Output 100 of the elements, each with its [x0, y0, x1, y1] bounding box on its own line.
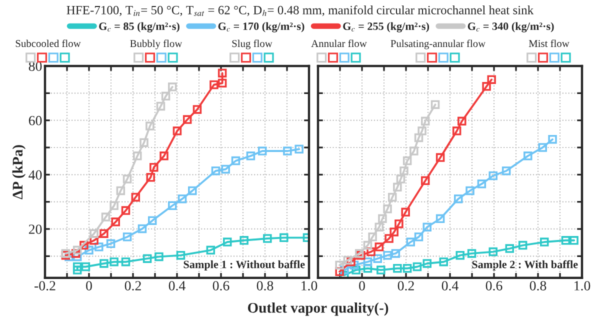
text: Mist flow — [528, 40, 570, 48]
text: Bubbly flow — [130, 40, 182, 50]
x-tick-label: 0.2 — [124, 281, 141, 290]
point — [168, 201, 177, 210]
point — [538, 143, 547, 152]
point — [343, 256, 352, 265]
point — [206, 246, 216, 255]
point — [240, 236, 248, 245]
x-tick-label: 0.6 — [486, 281, 502, 290]
text: Slug flow — [232, 40, 272, 50]
point — [148, 216, 157, 225]
point — [430, 100, 440, 109]
point — [570, 236, 578, 245]
point — [146, 122, 154, 130]
point — [418, 126, 426, 136]
x-axis-title: Outlet vapor quality(-) — [248, 302, 388, 316]
x-tick-label: 0.8 — [530, 281, 546, 290]
x-tick-label: 0.6 — [212, 281, 230, 290]
point — [391, 249, 400, 258]
point — [72, 266, 82, 274]
point — [131, 192, 140, 202]
point — [111, 218, 120, 226]
annotation: Sample 2 : With baffle — [472, 260, 578, 270]
point — [373, 254, 382, 263]
point — [81, 262, 90, 272]
point — [393, 264, 402, 273]
point — [458, 116, 466, 126]
point — [502, 166, 511, 176]
point — [160, 152, 168, 160]
point — [456, 250, 464, 260]
x-tick-label: -0.2 — [34, 281, 56, 290]
point — [436, 153, 445, 162]
point — [283, 146, 292, 156]
point — [396, 174, 406, 184]
point — [467, 249, 476, 258]
point — [192, 105, 202, 114]
point — [178, 194, 187, 204]
point — [452, 126, 462, 136]
point — [363, 264, 372, 273]
legend-label: G$_{c}$ = 340 (kg/m²·s) — [468, 22, 554, 32]
chart-title: HFE-7100, T$_{in}$= 50 °C, T$_{sat}$ = 62 °C, D$_{h}$= 0.48 mm, manifold circular microchannel heat sink — [66, 5, 534, 16]
point — [172, 126, 182, 136]
y-tick-label: 40 — [28, 170, 42, 180]
point — [524, 152, 532, 160]
point — [110, 257, 118, 266]
point — [335, 260, 344, 270]
point — [548, 134, 557, 144]
point — [383, 250, 392, 260]
point — [71, 249, 80, 258]
point — [72, 252, 82, 262]
point — [414, 232, 424, 242]
point — [350, 260, 359, 270]
x-tick-label: 1.0 — [574, 281, 590, 290]
point — [154, 252, 164, 262]
point — [294, 144, 304, 154]
point — [488, 171, 498, 180]
point — [258, 146, 267, 156]
point — [133, 152, 142, 160]
point — [436, 214, 445, 224]
point — [402, 156, 412, 166]
point — [439, 257, 448, 266]
y-tick-label: 60 — [28, 116, 42, 126]
x-tick-label: 0.4 — [442, 281, 458, 290]
point — [121, 257, 130, 266]
point — [488, 247, 498, 256]
point — [390, 228, 398, 236]
point — [72, 246, 82, 255]
point — [487, 75, 496, 84]
x-tick-label: 0 — [359, 281, 365, 290]
point — [110, 201, 118, 210]
point — [368, 232, 377, 242]
point — [100, 229, 108, 238]
text: Annular flow — [311, 40, 367, 48]
point — [400, 166, 408, 176]
point — [106, 239, 116, 248]
point — [140, 138, 148, 147]
point — [100, 259, 108, 268]
point — [414, 133, 424, 142]
annotation: Sample 1 : Without baffle — [184, 260, 305, 270]
point — [352, 266, 360, 274]
point — [422, 222, 432, 232]
point — [420, 176, 430, 186]
point — [116, 186, 126, 196]
legend-label: G$_{c}$ = 85 (kg/m²·s) — [99, 22, 180, 32]
point — [366, 247, 376, 256]
point — [422, 259, 432, 268]
point — [161, 92, 170, 101]
point — [90, 229, 98, 238]
legend-label: G$_{c}$ = 255 (kg/m²·s) — [343, 22, 429, 32]
point — [374, 242, 384, 252]
point — [406, 238, 415, 246]
point — [156, 102, 166, 111]
point — [477, 180, 486, 188]
point — [335, 267, 344, 276]
point — [210, 80, 218, 90]
point — [518, 240, 528, 250]
point — [412, 262, 422, 272]
point — [94, 242, 104, 252]
point — [218, 68, 227, 78]
point — [231, 156, 240, 166]
